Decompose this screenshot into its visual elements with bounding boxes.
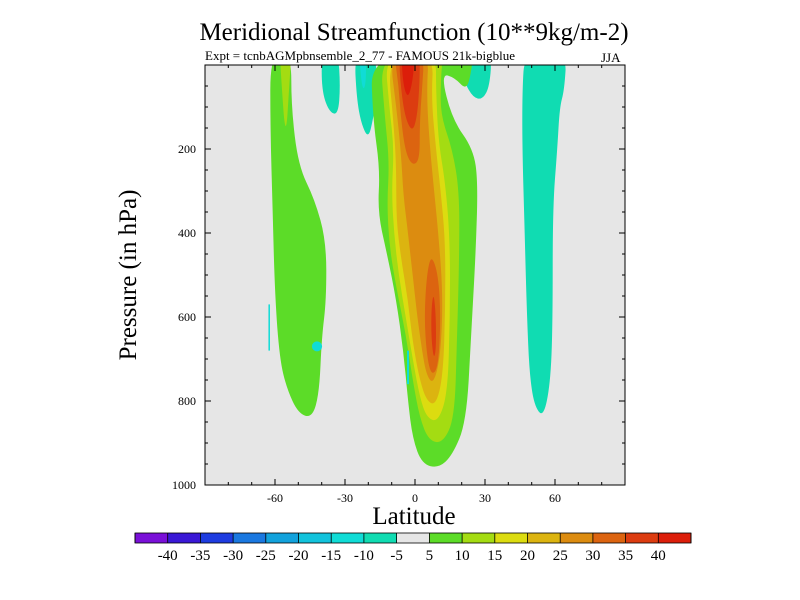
- band-north-negative: [522, 65, 566, 414]
- colorbar-label: -5: [390, 548, 403, 564]
- colorbar-swatch: [298, 533, 332, 543]
- colorbar-label: 35: [618, 548, 633, 564]
- patch-upper-mid-negative: [355, 65, 377, 135]
- colorbar-swatch: [560, 533, 594, 543]
- colorbar-label: -20: [289, 548, 309, 564]
- colorbar-swatch: [396, 533, 430, 543]
- colorbar-label: -30: [223, 548, 243, 564]
- colorbar-label: 20: [520, 548, 535, 564]
- y-tick-label: 600: [178, 310, 196, 324]
- y-tick-label: 400: [178, 226, 196, 240]
- colorbar-swatch: [592, 533, 626, 543]
- x-tick-label: 60: [549, 491, 561, 505]
- cell-peak-upper: [402, 65, 414, 95]
- band-south-10-15: [280, 65, 291, 127]
- colorbar-label: 15: [487, 548, 502, 564]
- colorbar-swatch: [200, 533, 234, 543]
- x-tick-label: -60: [267, 491, 283, 505]
- x-tick-label: 0: [412, 491, 418, 505]
- colorbar: -40 -35 -30 -25 -20 -15 -10 -5 5 10 15 20 25 30 35 40: [134, 532, 692, 564]
- colorbar-label: 25: [553, 548, 568, 564]
- plot-area: -60 -30 0 30 60 200 400 600 800 1000: [172, 64, 626, 505]
- colorbar-label: 30: [585, 548, 600, 564]
- patch-south-small-negative: [311, 341, 323, 352]
- colorbar-frame: [134, 532, 692, 544]
- colorbar-swatch: [167, 533, 201, 543]
- colorbar-swatch: [625, 533, 659, 543]
- axis-ticks: [204, 64, 626, 486]
- colorbar-swatch: [135, 533, 168, 543]
- colorbar-swatch: [494, 533, 528, 543]
- patch-upper-west-negative: [321, 65, 340, 114]
- colorbar-label: -15: [321, 548, 341, 564]
- colorbar-label: -40: [158, 548, 178, 564]
- chart-subtitle: Expt = tcnbAGMpbnsemble_2_77 - FAMOUS 21…: [205, 48, 515, 63]
- colorbar-swatch: [658, 533, 692, 543]
- x-tick-label: 30: [479, 491, 491, 505]
- season-label: JJA: [601, 50, 621, 65]
- colorbar-label: -25: [256, 548, 276, 564]
- colorbar-label: 40: [651, 548, 666, 564]
- contour-fills: [268, 65, 566, 467]
- colorbar-swatch: [233, 533, 267, 543]
- chart-title: Meridional Streamfunction (10**9kg/m-2): [199, 19, 628, 46]
- colorbar-swatch: [429, 533, 463, 543]
- y-axis-label: Pressure (in hPa): [115, 190, 142, 361]
- x-tick-label: -30: [337, 491, 353, 505]
- colorbar-swatch: [265, 533, 299, 543]
- colorbar-swatch: [527, 533, 561, 543]
- y-tick-label: 1000: [172, 478, 196, 492]
- x-axis-label: Latitude: [372, 503, 455, 530]
- colorbar-swatch: [462, 533, 496, 543]
- band-south-5-10: [270, 65, 327, 416]
- patch-upper-mid-core: [360, 65, 366, 89]
- colorbar-label: 5: [426, 548, 434, 564]
- colorbar-label: -35: [190, 548, 210, 564]
- colorbar-swatch: [363, 533, 397, 543]
- colorbar-swatch: [331, 533, 365, 543]
- colorbar-label: -10: [354, 548, 374, 564]
- colorbar-label: 10: [455, 548, 470, 564]
- y-tick-label: 200: [178, 142, 196, 156]
- cell-level-35-40-lower: [431, 296, 436, 356]
- y-tick-label: 800: [178, 394, 196, 408]
